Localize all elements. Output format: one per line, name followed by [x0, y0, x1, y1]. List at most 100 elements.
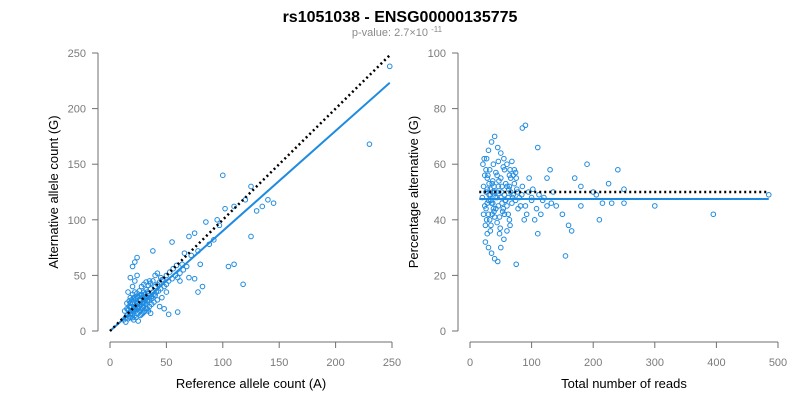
data-point: [488, 139, 495, 145]
data-point: [177, 278, 183, 284]
data-point: [495, 203, 502, 209]
data-point: [517, 203, 524, 209]
data-point: [615, 166, 621, 173]
data-point: [180, 267, 187, 273]
data-point: [507, 175, 514, 181]
fit-line: [109, 82, 391, 332]
data-point: [481, 155, 487, 162]
data-point: [710, 211, 717, 218]
data-point: [494, 258, 501, 265]
data-point: [621, 186, 627, 193]
x-tick-label: 200: [584, 357, 602, 369]
data-point: [191, 275, 198, 282]
data-point: [220, 172, 226, 179]
data-point: [544, 203, 550, 209]
data-point: [489, 200, 496, 206]
data-point: [565, 222, 572, 229]
data-point: [491, 183, 497, 190]
data-point: [166, 269, 173, 275]
p-value-text: p-value: 2.7×10: [352, 27, 428, 39]
data-point: [127, 294, 134, 301]
data-point: [253, 208, 260, 214]
data-point: [154, 297, 161, 303]
data-point: [568, 228, 575, 234]
data-point: [129, 263, 136, 270]
data-point: [500, 164, 507, 170]
data-point: [534, 144, 541, 151]
data-point: [138, 292, 145, 299]
y-tick-label: 0: [80, 326, 86, 338]
data-point: [536, 191, 542, 198]
data-point: [386, 63, 393, 70]
data-point: [248, 233, 254, 240]
data-point: [231, 261, 237, 268]
data-point: [125, 289, 131, 295]
data-point: [191, 230, 198, 236]
x-tick-label: 500: [769, 357, 787, 369]
data-point: [148, 295, 155, 302]
data-point: [152, 292, 158, 299]
x-tick-label: 400: [707, 357, 725, 369]
data-point: [197, 261, 204, 268]
y-tick-label: 100: [68, 215, 86, 227]
data-point: [165, 311, 172, 318]
data-point: [506, 172, 513, 179]
x-tick-label: 50: [160, 357, 172, 369]
data-point: [538, 211, 544, 218]
data-point: [518, 191, 525, 198]
data-point: [510, 191, 516, 198]
data-point: [498, 189, 505, 195]
data-point: [505, 211, 511, 218]
data-point: [181, 250, 188, 256]
data-point: [486, 166, 493, 173]
data-point: [484, 230, 491, 237]
data-point: [571, 175, 578, 181]
data-point: [134, 254, 140, 261]
data-point: [496, 230, 503, 237]
data-point: [132, 259, 138, 265]
data-point: [186, 274, 192, 281]
data-point: [177, 270, 183, 276]
y-tick-label: 200: [68, 104, 86, 116]
data-point: [170, 265, 176, 272]
data-point: [483, 205, 489, 212]
data-point: [486, 180, 492, 187]
data-point: [489, 178, 496, 184]
data-point: [484, 200, 491, 206]
x-axis-title: Total number of reads: [561, 376, 687, 391]
data-point: [522, 203, 529, 209]
data-point: [519, 183, 526, 190]
data-point: [135, 318, 141, 324]
chart-subtitle: p-value: 2.7×10 -11: [352, 25, 443, 39]
x-tick-label: 250: [383, 357, 401, 369]
data-point: [485, 172, 491, 179]
data-point: [199, 283, 206, 290]
data-point: [146, 278, 153, 284]
data-point: [488, 250, 495, 256]
x-tick-label: 0: [107, 357, 113, 369]
y-tick-label: 0: [440, 326, 446, 338]
data-point: [504, 228, 510, 234]
data-point: [526, 175, 532, 181]
data-point: [214, 217, 220, 223]
data-point: [127, 304, 134, 311]
y-tick-label: 50: [74, 270, 86, 282]
data-point: [491, 214, 498, 220]
data-point: [501, 155, 507, 162]
data-point: [491, 133, 498, 140]
data-point: [195, 289, 201, 295]
data-point: [240, 281, 246, 288]
data-point: [519, 125, 526, 131]
data-point: [487, 228, 494, 234]
data-point: [765, 191, 772, 198]
data-point: [150, 248, 156, 254]
percentage-alternative-scatter-plot: 0 20 40 60 80 100 0 100 200 300 400 500 Total number…: [406, 48, 787, 391]
data-point: [521, 217, 528, 223]
reference-line: [109, 54, 391, 332]
data-point: [242, 196, 249, 203]
data-point: [141, 309, 147, 315]
chart-title: rs1051038 - ENSG00000135775: [283, 9, 518, 26]
x-tick-label: 100: [522, 357, 540, 369]
data-point: [513, 261, 520, 268]
